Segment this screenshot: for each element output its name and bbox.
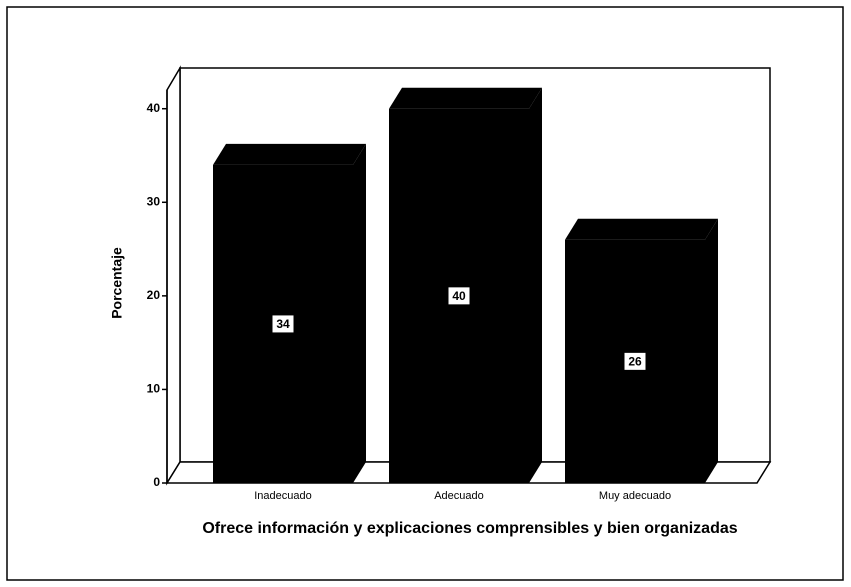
value-label: 26 xyxy=(628,355,642,369)
y-tick-label: 0 xyxy=(153,475,160,489)
value-label-box xyxy=(623,351,647,371)
x-tick-label: Adecuado xyxy=(434,490,484,502)
bar-top xyxy=(213,143,366,165)
y-tick-label: 40 xyxy=(147,101,161,115)
bar-side xyxy=(529,87,542,483)
x-tick-label: Muy adecuado xyxy=(599,490,671,502)
y-tick-label: 20 xyxy=(147,288,161,302)
bar-top xyxy=(565,218,718,240)
y-tick-label: 30 xyxy=(147,194,161,208)
y-axis-label: Porcentaje xyxy=(109,247,125,319)
side-wall xyxy=(166,65,181,486)
x-tick-label: Inadecuado xyxy=(254,490,312,502)
y-tick-label: 10 xyxy=(147,382,161,396)
bar-side xyxy=(353,143,366,483)
value-label: 40 xyxy=(452,289,466,303)
value-label: 34 xyxy=(276,317,290,331)
value-label-box xyxy=(447,286,471,306)
bar-top xyxy=(389,87,542,109)
bar-side xyxy=(705,218,718,483)
value-label-box xyxy=(271,314,295,334)
x-axis-label: Ofrece información y explicaciones compr… xyxy=(202,520,738,537)
frame xyxy=(6,6,844,581)
